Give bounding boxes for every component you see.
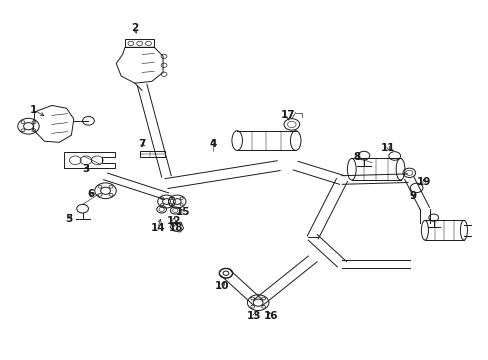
Text: 15: 15 bbox=[176, 207, 190, 217]
Text: 11: 11 bbox=[380, 143, 395, 153]
Text: 17: 17 bbox=[281, 111, 295, 121]
Text: 5: 5 bbox=[65, 215, 72, 224]
Text: 7: 7 bbox=[138, 139, 145, 149]
Text: 12: 12 bbox=[166, 216, 181, 226]
Text: 3: 3 bbox=[82, 164, 89, 174]
Text: 6: 6 bbox=[87, 189, 94, 199]
Text: 4: 4 bbox=[209, 139, 216, 149]
Text: 14: 14 bbox=[150, 224, 164, 233]
Text: 1: 1 bbox=[30, 105, 38, 115]
Text: 10: 10 bbox=[215, 281, 229, 291]
Text: 16: 16 bbox=[264, 311, 278, 321]
Bar bbox=[140, 151, 164, 157]
Text: 8: 8 bbox=[352, 152, 360, 162]
Text: 18: 18 bbox=[169, 224, 183, 233]
Text: 13: 13 bbox=[246, 311, 261, 321]
Text: 19: 19 bbox=[416, 177, 430, 187]
Bar bbox=[125, 40, 154, 47]
Text: 2: 2 bbox=[131, 23, 138, 33]
Text: 9: 9 bbox=[408, 191, 415, 201]
